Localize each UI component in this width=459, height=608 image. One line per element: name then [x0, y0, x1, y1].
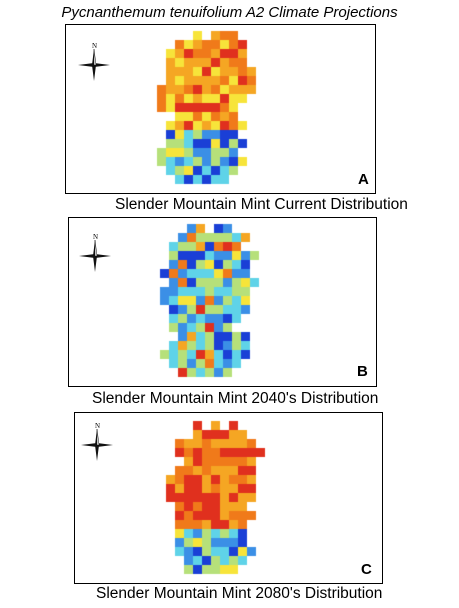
- north-arrow-icon: N: [79, 233, 111, 272]
- caption-2080s: Slender Mountain Mint 2080's Distributio…: [96, 585, 383, 602]
- compass-north-label: N: [95, 422, 100, 430]
- distribution-map-current: [66, 25, 375, 193]
- map-panel-current: N A: [65, 24, 376, 194]
- caption-2040s: Slender Mountain Mint 2040's Distributio…: [92, 390, 379, 407]
- figure-title: Pycnanthemum tenuifolium A2 Climate Proj…: [61, 4, 398, 21]
- distribution-map-2040s: [69, 218, 376, 386]
- caption-current: Slender Mountain Mint Current Distributi…: [115, 196, 408, 213]
- north-arrow-icon: N: [81, 422, 113, 461]
- compass-north-label: N: [93, 233, 98, 241]
- panel-letter-c: C: [361, 561, 372, 578]
- north-arrow-icon: N: [78, 42, 110, 81]
- distribution-map-2080s: [75, 413, 382, 583]
- map-panel-2080s: N C: [74, 412, 383, 584]
- panel-letter-b: B: [357, 363, 368, 380]
- map-panel-2040s: N B: [68, 217, 377, 387]
- compass-north-label: N: [92, 42, 97, 50]
- panel-letter-a: A: [358, 171, 369, 188]
